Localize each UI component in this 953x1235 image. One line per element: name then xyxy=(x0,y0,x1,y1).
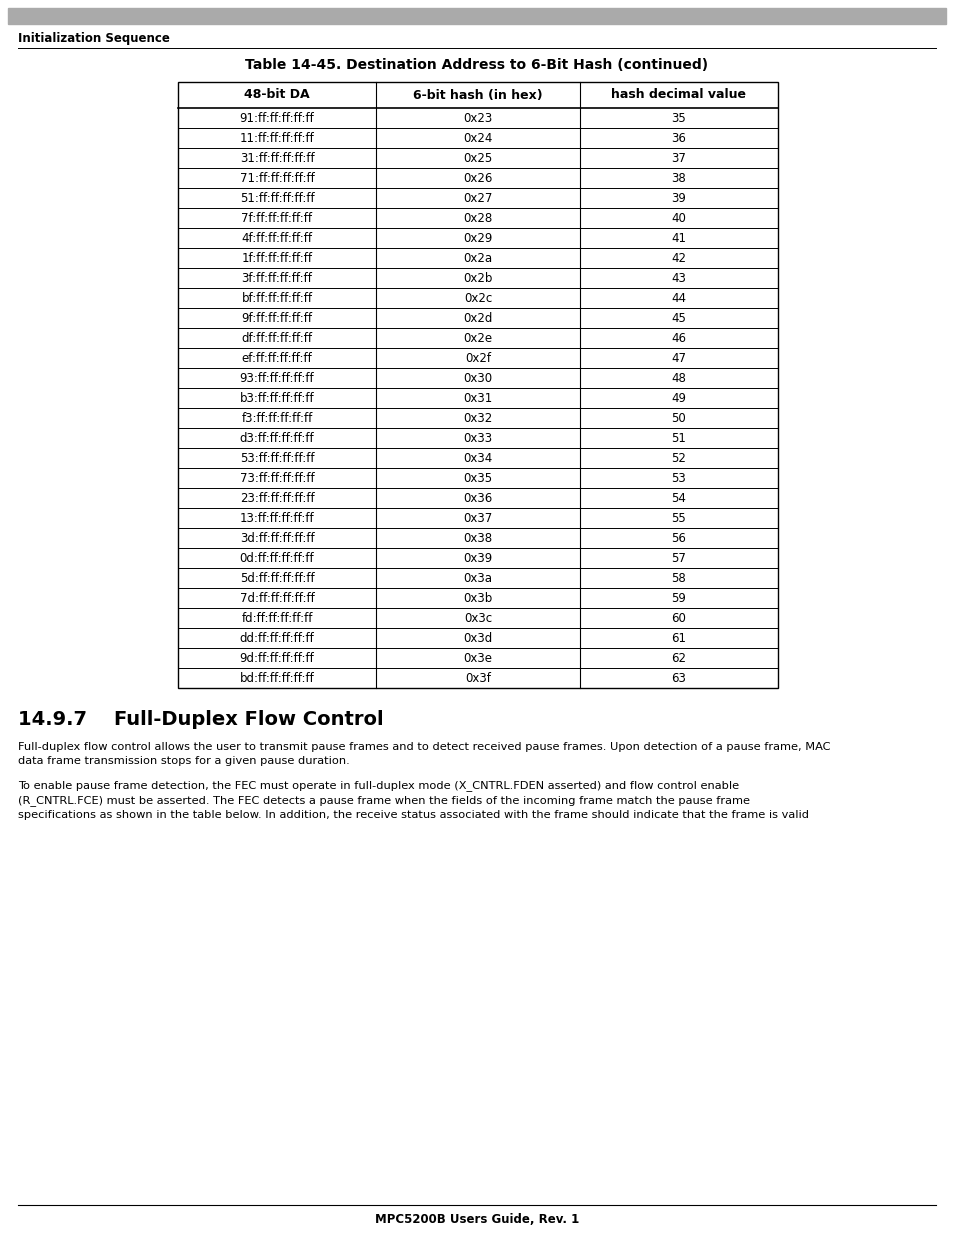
Text: 0x35: 0x35 xyxy=(463,472,492,484)
Text: 63: 63 xyxy=(671,672,686,684)
Text: To enable pause frame detection, the FEC must operate in full-duplex mode (X_CNT: To enable pause frame detection, the FEC… xyxy=(18,781,808,820)
Text: 0x2a: 0x2a xyxy=(463,252,492,264)
Text: 37: 37 xyxy=(671,152,686,164)
Text: fd:ff:ff:ff:ff:ff: fd:ff:ff:ff:ff:ff xyxy=(241,611,313,625)
Text: 57: 57 xyxy=(671,552,686,564)
Text: 46: 46 xyxy=(671,331,686,345)
Text: 51: 51 xyxy=(671,431,686,445)
Text: 23:ff:ff:ff:ff:ff: 23:ff:ff:ff:ff:ff xyxy=(239,492,314,505)
Text: 0x28: 0x28 xyxy=(463,211,492,225)
Text: 5d:ff:ff:ff:ff:ff: 5d:ff:ff:ff:ff:ff xyxy=(239,572,314,584)
Text: 40: 40 xyxy=(671,211,686,225)
Text: 55: 55 xyxy=(671,511,685,525)
Text: 39: 39 xyxy=(671,191,686,205)
Text: 6-bit hash (in hex): 6-bit hash (in hex) xyxy=(413,89,542,101)
Text: MPC5200B Users Guide, Rev. 1: MPC5200B Users Guide, Rev. 1 xyxy=(375,1213,578,1226)
Text: 56: 56 xyxy=(671,531,686,545)
Text: 49: 49 xyxy=(671,391,686,405)
Text: 0x27: 0x27 xyxy=(463,191,492,205)
Text: 0x32: 0x32 xyxy=(463,411,492,425)
Text: 3d:ff:ff:ff:ff:ff: 3d:ff:ff:ff:ff:ff xyxy=(239,531,314,545)
Text: 9f:ff:ff:ff:ff:ff: 9f:ff:ff:ff:ff:ff xyxy=(241,311,313,325)
Text: Initialization Sequence: Initialization Sequence xyxy=(18,32,170,44)
Text: 0d:ff:ff:ff:ff:ff: 0d:ff:ff:ff:ff:ff xyxy=(239,552,314,564)
Text: 48-bit DA: 48-bit DA xyxy=(244,89,310,101)
Text: 0x37: 0x37 xyxy=(463,511,492,525)
Text: 54: 54 xyxy=(671,492,686,505)
Text: Full-duplex flow control allows the user to transmit pause frames and to detect : Full-duplex flow control allows the user… xyxy=(18,742,830,766)
Text: 0x31: 0x31 xyxy=(463,391,492,405)
Text: 50: 50 xyxy=(671,411,685,425)
Text: 45: 45 xyxy=(671,311,686,325)
Text: 0x34: 0x34 xyxy=(463,452,492,464)
Text: 71:ff:ff:ff:ff:ff: 71:ff:ff:ff:ff:ff xyxy=(239,172,314,184)
Text: bf:ff:ff:ff:ff:ff: bf:ff:ff:ff:ff:ff xyxy=(241,291,313,305)
Text: 1f:ff:ff:ff:ff:ff: 1f:ff:ff:ff:ff:ff xyxy=(241,252,313,264)
Text: 73:ff:ff:ff:ff:ff: 73:ff:ff:ff:ff:ff xyxy=(239,472,314,484)
Text: 48: 48 xyxy=(671,372,686,384)
Text: 3f:ff:ff:ff:ff:ff: 3f:ff:ff:ff:ff:ff xyxy=(241,272,313,284)
Text: 0x26: 0x26 xyxy=(463,172,492,184)
Text: 61: 61 xyxy=(671,631,686,645)
Text: 60: 60 xyxy=(671,611,686,625)
Text: 0x2e: 0x2e xyxy=(463,331,492,345)
Text: 4f:ff:ff:ff:ff:ff: 4f:ff:ff:ff:ff:ff xyxy=(241,231,313,245)
Text: 0x33: 0x33 xyxy=(463,431,492,445)
Text: 0x3f: 0x3f xyxy=(464,672,491,684)
Text: 51:ff:ff:ff:ff:ff: 51:ff:ff:ff:ff:ff xyxy=(239,191,314,205)
Text: 0x39: 0x39 xyxy=(463,552,492,564)
Text: df:ff:ff:ff:ff:ff: df:ff:ff:ff:ff:ff xyxy=(241,331,313,345)
Text: 0x24: 0x24 xyxy=(463,131,492,144)
Bar xyxy=(8,7,945,23)
Text: 0x3c: 0x3c xyxy=(463,611,492,625)
Text: 36: 36 xyxy=(671,131,686,144)
Text: 35: 35 xyxy=(671,111,685,125)
Text: d3:ff:ff:ff:ff:ff: d3:ff:ff:ff:ff:ff xyxy=(239,431,314,445)
Text: 14.9.7    Full-Duplex Flow Control: 14.9.7 Full-Duplex Flow Control xyxy=(18,710,383,729)
Text: 43: 43 xyxy=(671,272,686,284)
Text: 0x23: 0x23 xyxy=(463,111,492,125)
Text: 7f:ff:ff:ff:ff:ff: 7f:ff:ff:ff:ff:ff xyxy=(241,211,313,225)
Text: 47: 47 xyxy=(671,352,686,364)
Text: 0x3d: 0x3d xyxy=(463,631,492,645)
Text: 13:ff:ff:ff:ff:ff: 13:ff:ff:ff:ff:ff xyxy=(239,511,314,525)
Text: 53:ff:ff:ff:ff:ff: 53:ff:ff:ff:ff:ff xyxy=(239,452,314,464)
Text: 0x3a: 0x3a xyxy=(463,572,492,584)
Text: Table 14-45. Destination Address to 6-Bit Hash (continued): Table 14-45. Destination Address to 6-Bi… xyxy=(245,58,708,72)
Text: 53: 53 xyxy=(671,472,685,484)
Text: 0x3e: 0x3e xyxy=(463,652,492,664)
Text: 0x3b: 0x3b xyxy=(463,592,492,604)
Text: 0x2d: 0x2d xyxy=(463,311,492,325)
Text: 52: 52 xyxy=(671,452,686,464)
Text: 0x25: 0x25 xyxy=(463,152,492,164)
Text: 38: 38 xyxy=(671,172,685,184)
Text: 0x29: 0x29 xyxy=(463,231,492,245)
Text: 0x36: 0x36 xyxy=(463,492,492,505)
Text: 91:ff:ff:ff:ff:ff: 91:ff:ff:ff:ff:ff xyxy=(239,111,314,125)
Text: 0x30: 0x30 xyxy=(463,372,492,384)
Text: 0x2c: 0x2c xyxy=(463,291,492,305)
Text: 0x2b: 0x2b xyxy=(463,272,492,284)
Text: 42: 42 xyxy=(671,252,686,264)
Text: 58: 58 xyxy=(671,572,685,584)
Bar xyxy=(178,82,778,688)
Text: 9d:ff:ff:ff:ff:ff: 9d:ff:ff:ff:ff:ff xyxy=(239,652,314,664)
Text: 93:ff:ff:ff:ff:ff: 93:ff:ff:ff:ff:ff xyxy=(239,372,314,384)
Text: bd:ff:ff:ff:ff:ff: bd:ff:ff:ff:ff:ff xyxy=(239,672,314,684)
Text: 59: 59 xyxy=(671,592,686,604)
Text: 41: 41 xyxy=(671,231,686,245)
Text: 62: 62 xyxy=(671,652,686,664)
Text: f3:ff:ff:ff:ff:ff: f3:ff:ff:ff:ff:ff xyxy=(241,411,313,425)
Text: ef:ff:ff:ff:ff:ff: ef:ff:ff:ff:ff:ff xyxy=(241,352,312,364)
Text: 31:ff:ff:ff:ff:ff: 31:ff:ff:ff:ff:ff xyxy=(239,152,314,164)
Text: 44: 44 xyxy=(671,291,686,305)
Text: 0x2f: 0x2f xyxy=(464,352,491,364)
Text: 7d:ff:ff:ff:ff:ff: 7d:ff:ff:ff:ff:ff xyxy=(239,592,314,604)
Text: hash decimal value: hash decimal value xyxy=(611,89,745,101)
Text: 0x38: 0x38 xyxy=(463,531,492,545)
Text: b3:ff:ff:ff:ff:ff: b3:ff:ff:ff:ff:ff xyxy=(239,391,314,405)
Text: dd:ff:ff:ff:ff:ff: dd:ff:ff:ff:ff:ff xyxy=(239,631,314,645)
Text: 11:ff:ff:ff:ff:ff: 11:ff:ff:ff:ff:ff xyxy=(239,131,314,144)
